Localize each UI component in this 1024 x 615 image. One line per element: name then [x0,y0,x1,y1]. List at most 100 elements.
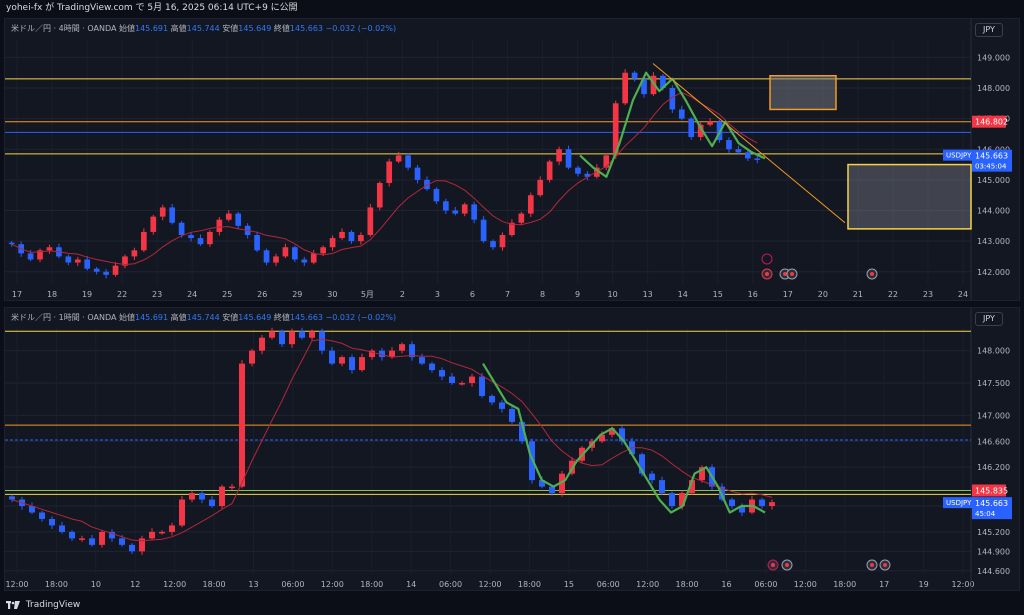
candle-body [549,486,555,494]
candle-body [433,189,440,202]
candle-body [269,331,275,338]
candle-body [93,268,100,272]
legend-close-label: 終値 [273,313,290,322]
candle-body [405,155,411,168]
candle-body [609,428,615,435]
candle-body [379,350,385,358]
x-tick-label: 12:00 [794,580,817,589]
candle-body [149,531,155,539]
candle-body [359,357,365,371]
y-tick-label: 149.000 [977,53,1010,62]
x-tick-label: 21 [853,290,863,299]
candle-body [27,253,34,260]
x-tick-label: 17 [12,290,22,299]
legend-title: 米ドル／円 · 1時間 · OANDA [11,313,117,322]
x-tick-label: 6 [470,290,475,299]
level-price-label: 145.835 [975,486,1008,495]
candle-body [189,493,195,500]
candle-body [419,357,425,364]
event-flag-dot-icon [883,563,887,567]
candle-body [449,376,455,384]
candle-body [197,238,204,245]
chart-pane-4h[interactable]: 米ドル／円 · 4時間 · OANDA 始値145.691 高値145.744 … [4,18,1020,301]
candle-body [169,525,175,532]
x-tick-label: 30 [327,290,337,299]
price-chart-1h[interactable]: 148.000 147.500 147.000 146.600 146.200 145.6… [5,308,1020,591]
candle-body [122,256,128,266]
candle-body [279,331,285,345]
candle-body [39,512,45,519]
legend-low-label: 安値 [222,24,239,33]
candle-body [537,179,544,196]
candle-body [546,161,553,180]
event-flag-dot-icon [870,563,874,567]
candle-body [69,531,75,539]
candle-body [660,75,666,88]
candle-body [282,247,289,257]
candle-body [159,531,165,534]
candle-body [759,499,765,507]
currency-button[interactable]: JPY [975,312,1003,326]
candle-body [594,167,600,177]
price-chart-4h[interactable]: 149.000148.000147.000146.000145.000144.0… [5,19,1020,301]
candle-body [565,149,572,168]
elliott-wave-line [482,363,766,514]
x-tick-label: 5月 [361,290,374,299]
candle-body [769,502,775,507]
chart-pane-1h[interactable]: 米ドル／円 · 1時間 · OANDA 始値145.691 高値145.744 … [4,307,1020,591]
event-flag-dot-icon [785,563,789,567]
x-tick-label: 24 [958,290,968,299]
candle-body [735,149,742,153]
x-tick-label: 13 [643,290,653,299]
candle-body [319,331,325,351]
y-tick-label: 145.200 [977,528,1010,537]
candle-body [688,118,695,137]
candle-body [292,247,298,260]
event-flag-dot-icon [783,272,787,276]
candle-body [309,331,315,338]
x-tick-label: 20 [818,290,828,299]
candle-body [249,350,255,364]
symbol-label: USDJPY [946,499,972,507]
candle-body [329,238,336,248]
candle-body [726,140,732,150]
candle-body [669,493,675,507]
candle-body [639,454,645,474]
candle-body [131,250,138,257]
symbol-tag [943,149,975,161]
candle-body [659,480,665,494]
candle-body [697,124,704,137]
candle-body [329,350,335,364]
level-price-tag [972,115,1006,128]
x-tick-label: 14 [678,290,688,299]
candle-body [209,499,215,507]
currency-button[interactable]: JPY [975,23,1003,37]
candle-body [225,213,232,220]
y-tick-label: 148.000 [977,84,1010,93]
candle-body [229,486,235,489]
event-flag-dot-icon [771,563,775,567]
candle-body [289,331,295,345]
x-tick-label: 12:00 [163,580,186,589]
x-tick-label: 18:00 [676,580,699,589]
y-tick-label: 142.000 [977,268,1010,277]
x-tick-label: 10 [608,290,618,299]
legend-title: 米ドル／円 · 4時間 · OANDA [11,24,117,33]
candle-body [669,88,676,110]
legend-close: 145.663 [289,313,324,322]
candle-body [254,235,260,251]
symbol-label: USDJPY [946,152,972,160]
x-tick-label: 15 [564,580,574,589]
x-tick-label: 12 [130,580,140,589]
legend-close: 145.663 [289,24,324,33]
y-tick-label: 147.500 [977,379,1010,388]
last-price-tag [972,149,1012,172]
candle-body [480,219,487,242]
candle-body [489,395,495,403]
y-tick-label: 148.000 [977,347,1010,356]
candle-body [310,253,317,263]
candle-body [649,473,655,481]
candle-body [37,250,43,260]
candle-body [199,493,205,500]
x-tick-label: 18 [47,290,57,299]
